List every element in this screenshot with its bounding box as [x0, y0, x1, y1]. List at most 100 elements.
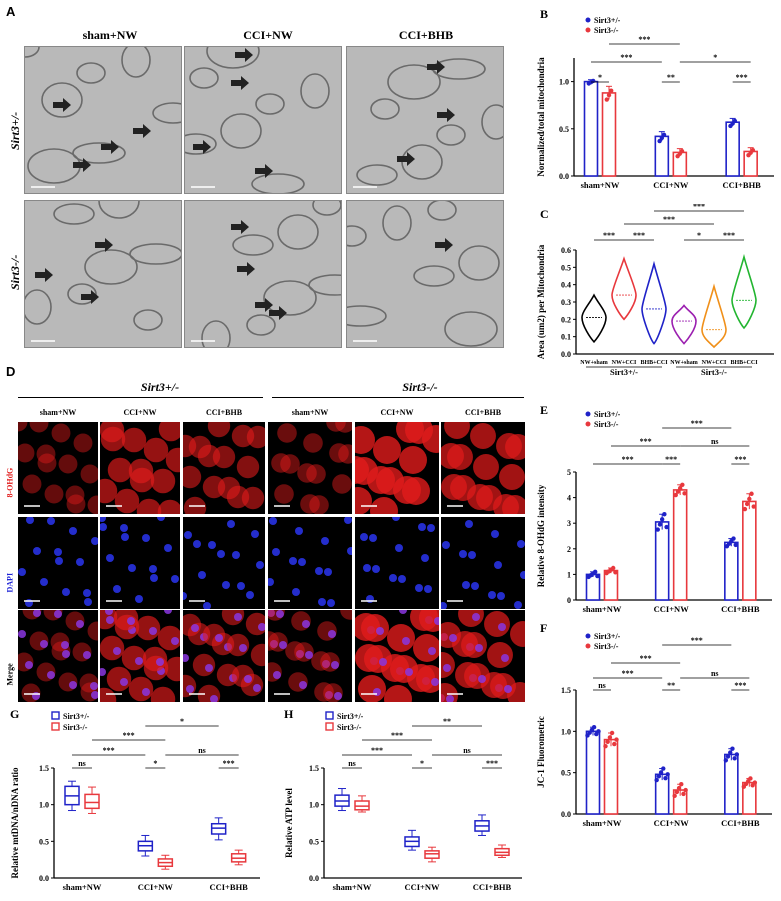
- em-texture: [25, 47, 181, 188]
- panel-d-row-label: Merge: [5, 663, 15, 686]
- x-tick-label: CCI+BHB: [722, 180, 761, 190]
- cell-nucleus: [193, 540, 201, 548]
- fluorescence-cells: [183, 422, 265, 514]
- fluorescence-cells: [18, 610, 98, 702]
- y-tick-label: 0.5: [561, 263, 571, 272]
- cell-nucleus: [360, 533, 368, 541]
- cell-nucleus: [421, 554, 429, 562]
- y-tick-label: 0.4: [561, 281, 571, 290]
- panel-d-col-label: CCI+NW: [123, 408, 157, 417]
- cell-8ohdg-signal: [300, 494, 320, 514]
- y-axis-label: JC-1 Fluorometric: [536, 716, 546, 788]
- cell-nucleus: [217, 550, 225, 558]
- cell-8ohdg-signal: [58, 454, 78, 474]
- significance-label: ***: [693, 204, 705, 211]
- cell-nucleus: [62, 650, 70, 658]
- cell-8ohdg-signal: [143, 437, 169, 463]
- cell-8ohdg-signal: [217, 476, 241, 500]
- cell-8ohdg-signal: [447, 444, 473, 470]
- cell-8ohdg-signal: [121, 427, 147, 453]
- data-point: [677, 486, 683, 491]
- cell-nucleus: [402, 637, 410, 645]
- data-point: [675, 489, 681, 494]
- y-tick-label: 0.0: [559, 172, 569, 181]
- cell-nucleus: [434, 617, 439, 625]
- mitochondrion-outline: [444, 311, 498, 347]
- y-axis-label: Area (um2) per Mitochondria: [536, 244, 546, 359]
- cell-8ohdg-signal: [470, 423, 496, 449]
- legend-label: Sirt3+/-: [63, 712, 90, 721]
- panel-d-col-label: sham+NW: [39, 408, 77, 417]
- fluorescence-cells: [271, 422, 352, 514]
- cell-8ohdg-signal: [309, 495, 329, 514]
- data-point: [612, 741, 617, 747]
- mitochondrion-outline: [458, 245, 500, 281]
- data-point: [654, 777, 659, 783]
- significance-label: ***: [622, 455, 634, 464]
- right-arrow-icon: [435, 238, 453, 252]
- em-texture: [353, 58, 503, 188]
- cell-nucleus: [83, 651, 91, 659]
- cell-nucleus: [299, 681, 307, 689]
- cell-nucleus: [298, 558, 306, 566]
- violin: [701, 283, 727, 349]
- cell-8ohdg-signal: [510, 621, 525, 647]
- mitochondrion-outline: [246, 314, 276, 336]
- y-tick-label: 0.5: [39, 837, 49, 846]
- cell-8ohdg-signal: [142, 646, 168, 672]
- data-point: [656, 774, 662, 779]
- cell-nucleus: [446, 695, 454, 702]
- x-tick-label: CCI+BHB: [721, 818, 760, 828]
- fluorescence-cells: [441, 610, 525, 702]
- panel-a-col-label: sham+NW: [82, 28, 138, 42]
- right-arrow-icon: [427, 60, 445, 74]
- cell-8ohdg-signal: [458, 610, 484, 627]
- significance-label: **: [443, 717, 451, 726]
- cell-nucleus: [121, 533, 129, 541]
- cell-nucleus: [399, 610, 407, 614]
- panel-c-violin-chart: C 0.0 0.1 0.2 0.3 0.4 0.5 0.6 Area (um2) per Mit…: [536, 204, 774, 377]
- mitochondrion-outline: [413, 265, 455, 287]
- y-tick-label: 0.0: [561, 350, 571, 359]
- em-micrograph: [184, 46, 342, 194]
- mitochondrion-outline: [53, 203, 95, 225]
- data-point: [658, 770, 664, 775]
- cell-nucleus: [184, 531, 192, 539]
- data-point: [659, 135, 665, 141]
- fluorescence-image: [18, 422, 98, 514]
- cell-8ohdg-signal: [87, 621, 98, 641]
- cell-8ohdg-signal: [274, 484, 294, 504]
- cell-nucleus: [296, 650, 304, 658]
- cell-nucleus: [491, 530, 499, 538]
- data-point: [681, 791, 686, 797]
- cell-nucleus: [501, 654, 509, 662]
- panel-d-col-label: CCI+BHB: [205, 408, 243, 417]
- cell-8ohdg-signal: [370, 497, 398, 514]
- fluorescence-image: [268, 517, 352, 609]
- x-tick-label: sham+NW: [333, 882, 372, 892]
- fluorescence-image: [355, 517, 439, 609]
- cell-nucleus: [327, 599, 335, 607]
- data-point: [661, 132, 667, 137]
- cell-nucleus: [83, 589, 91, 597]
- cell-nucleus: [26, 517, 34, 524]
- cell-8ohdg-signal: [490, 673, 516, 699]
- cell-nucleus: [106, 616, 114, 624]
- data-point: [674, 789, 680, 795]
- right-arrow-icon: [437, 108, 455, 122]
- cell-nucleus: [47, 671, 55, 679]
- cell-8ohdg-signal: [464, 663, 490, 689]
- cell-8ohdg-signal: [135, 615, 161, 641]
- panel-a-row-label: Sirt3-/-: [8, 254, 22, 290]
- cell-nucleus: [183, 654, 189, 662]
- legend-label: Sirt3+/-: [337, 712, 364, 721]
- violin: [581, 293, 607, 344]
- fluorescence-cells: [100, 610, 180, 702]
- data-point: [749, 491, 754, 496]
- cell-nucleus: [205, 664, 213, 672]
- data-point: [732, 118, 738, 124]
- cell-nucleus: [256, 561, 264, 569]
- cell-nucleus: [475, 644, 483, 652]
- y-tick-label: 1.5: [309, 764, 319, 773]
- data-point: [752, 780, 758, 785]
